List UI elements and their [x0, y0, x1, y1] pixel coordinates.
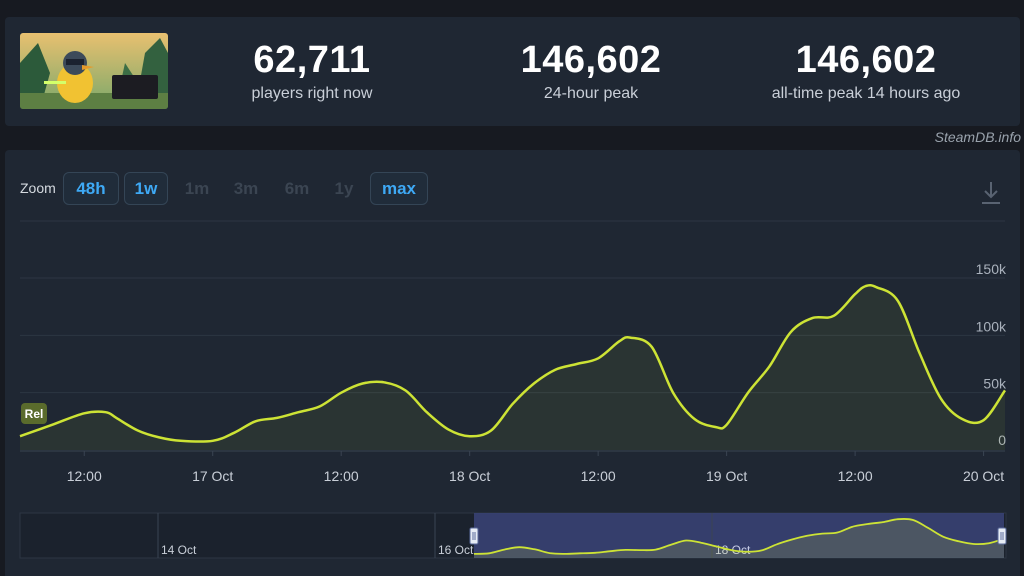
zoom-3m-button[interactable]: 3m	[233, 179, 259, 198]
zoom-1m-button[interactable]: 1m	[184, 179, 210, 198]
zoom-6m-button[interactable]: 6m	[284, 179, 310, 198]
y-tick-label: 150k	[976, 261, 1007, 277]
stat-label: players right now	[251, 85, 373, 102]
y-tick-label: 0	[998, 432, 1006, 448]
x-tick-label: 12:00	[838, 468, 873, 484]
x-tick-label: 12:00	[67, 468, 102, 484]
stat-value: 62,711	[253, 39, 371, 81]
navigator-right-handle[interactable]	[997, 527, 1007, 545]
game-thumbnail[interactable]	[20, 33, 168, 109]
download-icon[interactable]	[980, 180, 1002, 206]
stat-label: 24-hour peak	[543, 85, 639, 102]
stat-value: 146,602	[520, 39, 662, 81]
zoom-1w-button[interactable]: 1w	[124, 172, 168, 205]
zoom-label: Zoom	[20, 180, 56, 196]
rel-badge-label: Rel	[25, 407, 44, 421]
navigator-tick-label: 14 Oct	[161, 543, 197, 557]
series-line[interactable]	[19, 283, 1007, 443]
x-tick-label: 12:00	[581, 468, 616, 484]
steamdb-watermark[interactable]: SteamDB.info	[934, 129, 1021, 145]
navigator-line	[473, 517, 1005, 555]
stat-label: all-time peak 14 hours ago	[771, 85, 961, 102]
zoom-1y-button[interactable]: 1y	[334, 179, 354, 198]
stat-24h-peak: 146,602 24-hour peak	[471, 39, 711, 103]
stats-card: 62,711 players right now 146,602 24-hour…	[5, 17, 1020, 126]
stat-current-players: 62,711 players right now	[192, 39, 432, 103]
x-tick-label: 20 Oct	[963, 468, 1004, 484]
y-tick-label: 50k	[983, 376, 1007, 392]
navigator-left-handle[interactable]	[469, 527, 479, 545]
x-tick-label: 17 Oct	[192, 468, 233, 484]
stat-value: 146,602	[795, 39, 937, 81]
x-tick-label: 19 Oct	[706, 468, 747, 484]
navigator-area	[474, 518, 1004, 558]
zoom-48h-button[interactable]: 48h	[63, 172, 119, 205]
zoom-max-button[interactable]: max	[370, 172, 428, 205]
x-tick-label: 12:00	[324, 468, 359, 484]
rel-badge[interactable]	[21, 403, 47, 424]
navigator-tick-label: 16 Oct	[438, 543, 474, 557]
series-area	[20, 285, 1005, 450]
y-tick-label: 100k	[976, 318, 1007, 334]
game-logo-image	[20, 33, 168, 109]
stat-all-time-peak: 146,602 all-time peak 14 hours ago	[746, 39, 986, 103]
x-tick-label: 18 Oct	[449, 468, 490, 484]
